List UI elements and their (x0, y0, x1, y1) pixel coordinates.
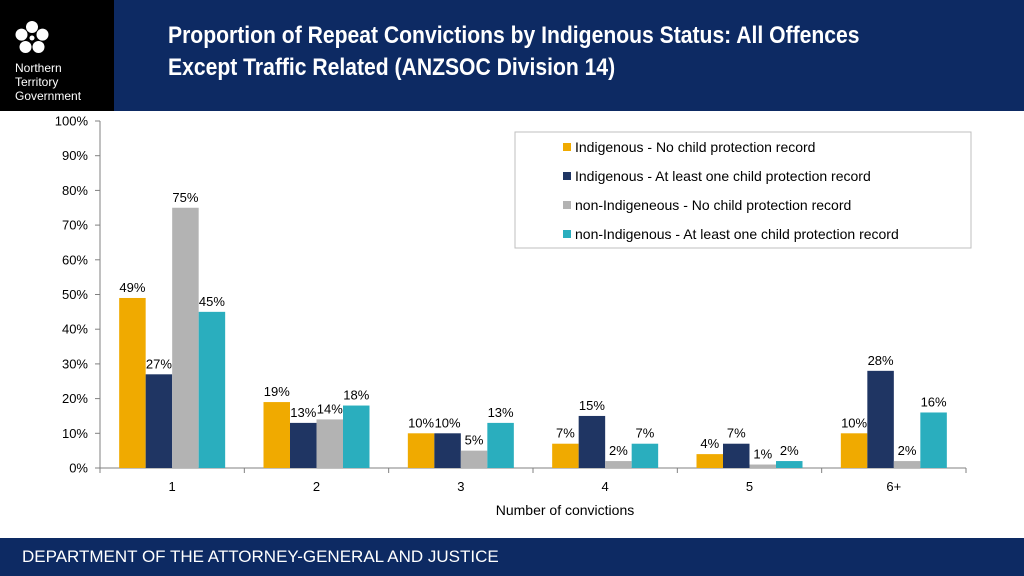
header-bar: Northern Territory Government Proportion… (0, 0, 1024, 111)
title-line: Except Traffic Related (ANZSOC Division … (168, 54, 616, 81)
data-label: 18% (343, 388, 369, 403)
legend-swatch (563, 201, 571, 209)
data-label: 7% (727, 426, 746, 441)
data-label: 14% (317, 401, 343, 416)
data-label: 4% (700, 436, 719, 451)
y-tick-label: 60% (62, 252, 88, 267)
y-tick-label: 30% (62, 356, 88, 371)
logo-line: Northern (15, 61, 62, 75)
x-tick-label: 3 (457, 479, 464, 494)
bar (776, 461, 803, 468)
data-label: 75% (172, 190, 198, 205)
bar (198, 311, 226, 468)
legend-entry: non-Indigeneous - No child protection re… (575, 197, 851, 213)
bar (290, 422, 317, 468)
bar (840, 433, 868, 468)
bar-chart: 0%10%20%30%40%50%60%70%80%90%100%149%27%… (55, 114, 972, 518)
data-label: 13% (488, 405, 514, 420)
data-label: 15% (579, 398, 605, 413)
legend-entry: Indigenous - No child protection record (575, 139, 815, 155)
y-tick-label: 20% (62, 391, 88, 406)
y-tick-label: 100% (55, 114, 89, 129)
x-tick-label: 6+ (886, 479, 901, 494)
y-tick-label: 70% (62, 218, 88, 233)
bar (145, 374, 173, 468)
y-tick-label: 90% (62, 148, 88, 163)
logo: Northern Territory Government (0, 0, 114, 111)
flower-emblem-icon (15, 21, 49, 53)
x-tick-label: 2 (313, 479, 320, 494)
logo-line: Territory (15, 75, 59, 89)
bar (552, 443, 579, 468)
bar (605, 461, 632, 468)
data-label: 16% (921, 394, 947, 409)
data-label: 49% (119, 280, 145, 295)
bar (696, 454, 723, 468)
x-tick-label: 5 (746, 479, 753, 494)
data-label: 27% (146, 356, 172, 371)
bar (172, 207, 199, 468)
data-label: 10% (841, 415, 867, 430)
bar (723, 443, 750, 468)
bar (867, 370, 894, 468)
x-axis-title: Number of convictions (496, 502, 635, 518)
bar (119, 297, 146, 468)
legend-box (514, 131, 972, 249)
legend-entry: Indigenous - At least one child protecti… (575, 168, 871, 184)
y-tick-label: 0% (69, 461, 88, 476)
bar (920, 412, 947, 468)
bar (407, 433, 435, 468)
bar (487, 422, 514, 468)
data-label: 2% (898, 443, 917, 458)
bar (434, 433, 461, 468)
footer-bar: DEPARTMENT OF THE ATTORNEY-GENERAL AND J… (0, 538, 1024, 576)
data-label: 7% (556, 426, 575, 441)
legend-swatch (563, 172, 571, 180)
data-label: 19% (264, 384, 290, 399)
y-tick-label: 50% (62, 287, 88, 302)
data-label: 1% (753, 447, 772, 462)
logo-line: Government (15, 89, 82, 103)
data-label: 2% (609, 443, 628, 458)
data-label: 10% (408, 415, 434, 430)
bar (631, 443, 659, 468)
y-tick-label: 10% (62, 426, 88, 441)
footer-text: DEPARTMENT OF THE ATTORNEY-GENERAL AND J… (22, 547, 499, 566)
data-label: 2% (780, 443, 799, 458)
legend-swatch (563, 230, 571, 238)
bar (343, 405, 370, 468)
bar (316, 419, 343, 468)
bar (578, 415, 606, 468)
logo-text: Northern Territory Government (15, 61, 110, 103)
legend-entry: non-Indigenous - At least one child prot… (575, 226, 899, 242)
x-tick-label: 4 (602, 479, 609, 494)
legend-swatch (563, 143, 571, 151)
data-label: 45% (199, 294, 225, 309)
data-label: 5% (465, 433, 484, 448)
bar (460, 450, 488, 468)
bar (749, 464, 776, 468)
y-tick-label: 80% (62, 183, 88, 198)
x-tick-label: 1 (169, 479, 176, 494)
data-label: 7% (636, 426, 655, 441)
data-label: 10% (435, 415, 461, 430)
page-title: Proportion of Repeat Convictions by Indi… (168, 20, 907, 84)
y-tick-label: 40% (62, 322, 88, 337)
bar (263, 402, 290, 468)
title-line: Proportion of Repeat Convictions by Indi… (168, 22, 860, 49)
bar (893, 461, 921, 468)
data-label: 13% (290, 405, 316, 420)
data-label: 28% (868, 353, 894, 368)
